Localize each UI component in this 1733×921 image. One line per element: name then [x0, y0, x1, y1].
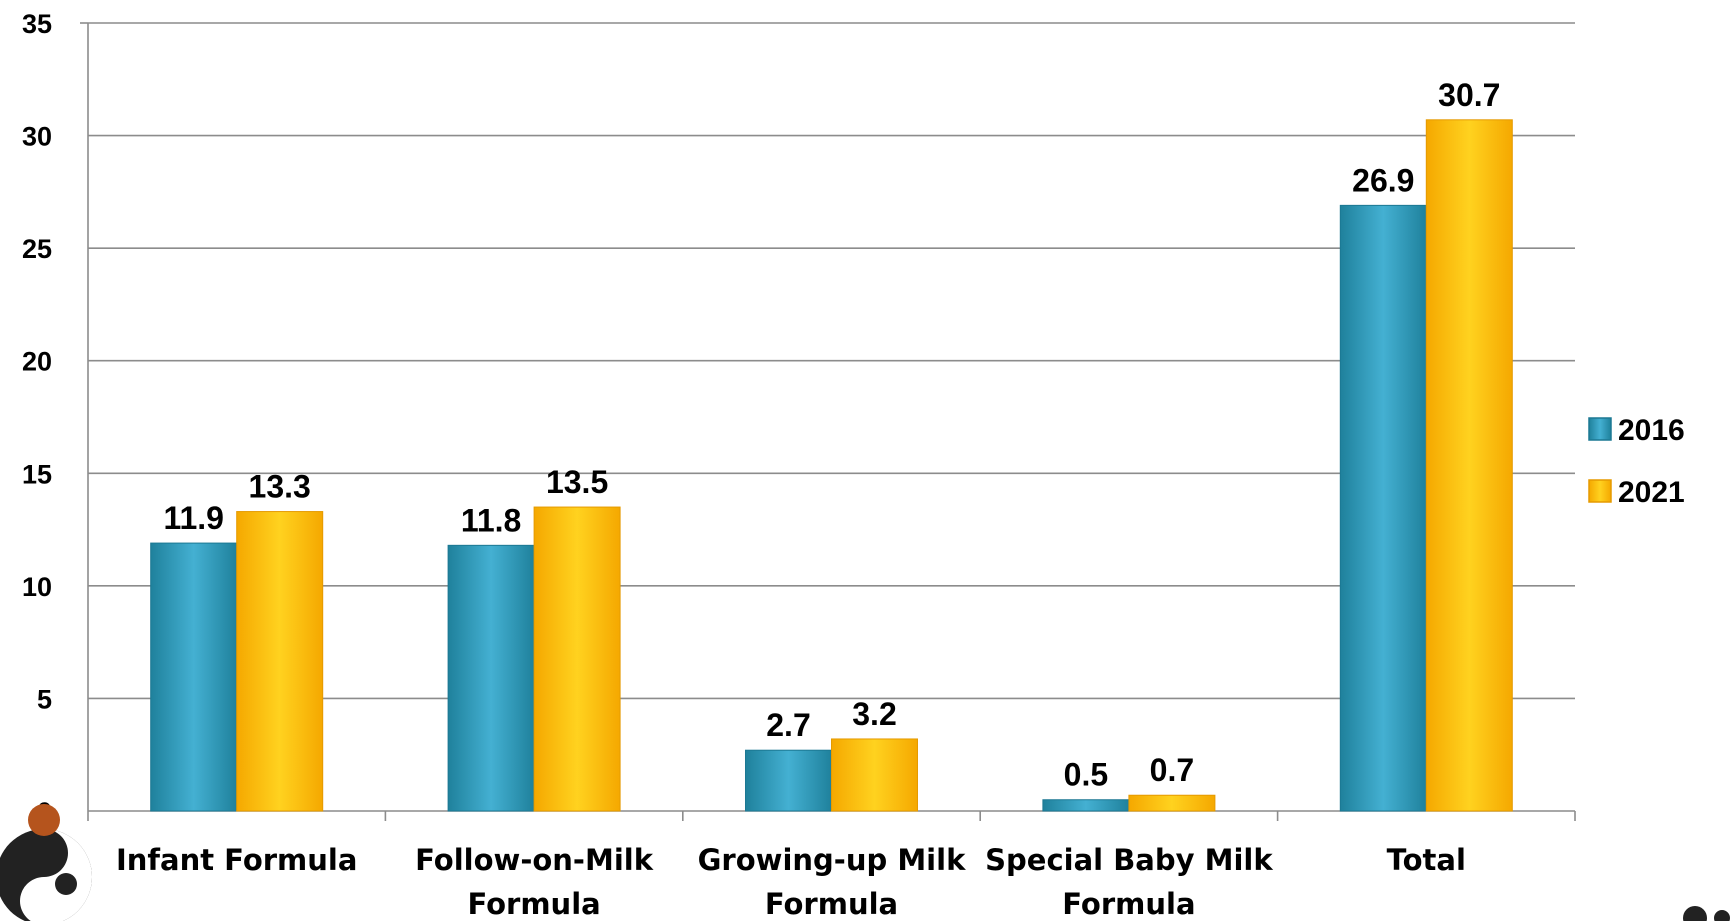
bar-2021-1 — [533, 506, 621, 812]
y-tick-labels: 05101520253035 — [22, 9, 52, 827]
legend-swatch-2021 — [1588, 479, 1612, 503]
legend-swatch-2016 — [1588, 417, 1612, 441]
data-label: 13.5 — [546, 464, 608, 500]
y-tick-label: 25 — [22, 234, 52, 264]
bar-2016-3 — [1042, 799, 1130, 812]
y-tick-label: 10 — [22, 572, 52, 602]
grid-lines — [88, 22, 1575, 700]
category-label: Special Baby Milk — [985, 843, 1273, 877]
data-label: 2.7 — [766, 707, 810, 743]
bar-2016-4 — [1339, 204, 1427, 812]
y-tick-label: 35 — [22, 9, 52, 39]
data-label: 30.7 — [1438, 77, 1500, 113]
category-label: Growing-up Milk — [698, 843, 966, 877]
data-label: 13.3 — [249, 469, 311, 505]
data-label: 0.5 — [1064, 757, 1108, 793]
data-label: 11.9 — [163, 500, 224, 536]
legend-label-2021: 2021 — [1618, 476, 1685, 509]
category-label: Follow-on-Milk — [415, 843, 654, 877]
bar-2016-1 — [447, 544, 535, 812]
logo-icon — [0, 804, 92, 921]
bar-2021-0 — [236, 511, 324, 812]
bar-2021-4 — [1425, 119, 1513, 812]
bar-2021-3 — [1128, 794, 1216, 812]
y-tick-label: 20 — [22, 347, 52, 377]
bar-2016-2 — [745, 749, 832, 812]
data-label: 3.2 — [852, 696, 896, 732]
bar-2016-0 — [150, 542, 238, 812]
category-label: Total — [1387, 843, 1466, 877]
category-label: Formula — [467, 887, 600, 921]
legend-label-2016: 2016 — [1618, 414, 1685, 447]
y-tick-label: 30 — [22, 122, 52, 152]
bars — [150, 119, 1513, 812]
category-label: Formula — [765, 887, 898, 921]
y-tick-label: 5 — [37, 684, 52, 714]
corner-icon — [1683, 906, 1730, 921]
category-label: Formula — [1062, 887, 1195, 921]
y-tick-label: 15 — [22, 459, 52, 489]
data-label: 11.8 — [461, 502, 522, 538]
category-labels: Infant Formula Follow-on-Milk Formula Growi… — [116, 843, 1466, 921]
legend: 2016 2021 — [1588, 414, 1685, 509]
bar-2021-2 — [831, 738, 918, 812]
data-label: 0.7 — [1150, 752, 1194, 788]
data-labels: 11.9 13.3 11.8 13.5 2.7 3.2 0.5 0.7 26.9 30.7 — [163, 77, 1500, 793]
category-label: Infant Formula — [116, 843, 357, 877]
data-label: 26.9 — [1352, 162, 1414, 198]
